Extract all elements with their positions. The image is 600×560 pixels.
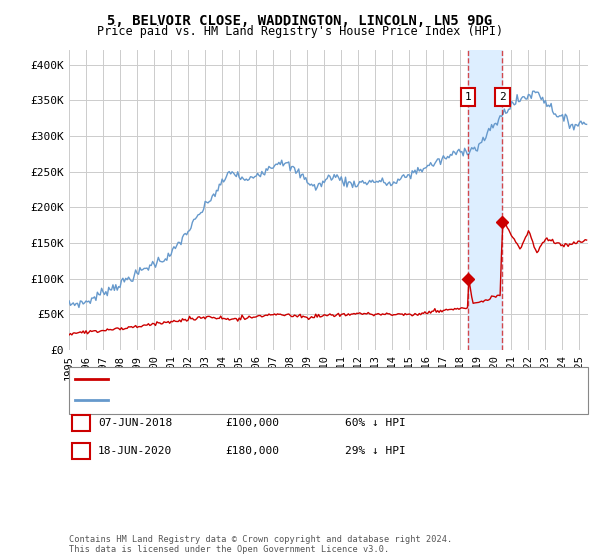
Text: Price paid vs. HM Land Registry's House Price Index (HPI): Price paid vs. HM Land Registry's House … bbox=[97, 25, 503, 38]
Text: £180,000: £180,000 bbox=[225, 446, 279, 456]
Text: 1: 1 bbox=[464, 92, 471, 102]
Text: 60% ↓ HPI: 60% ↓ HPI bbox=[345, 418, 406, 428]
Text: 2: 2 bbox=[499, 92, 506, 102]
Bar bbox=[468, 50, 502, 350]
Text: HPI: Average price, detached house, North Kesteven: HPI: Average price, detached house, Nort… bbox=[114, 395, 414, 405]
Text: Contains HM Land Registry data © Crown copyright and database right 2024.
This d: Contains HM Land Registry data © Crown c… bbox=[69, 535, 452, 554]
Text: 29% ↓ HPI: 29% ↓ HPI bbox=[345, 446, 406, 456]
Text: £100,000: £100,000 bbox=[225, 418, 279, 428]
Text: 5, BELVOIR CLOSE, WADDINGTON, LINCOLN, LN5 9DG (detached house): 5, BELVOIR CLOSE, WADDINGTON, LINCOLN, L… bbox=[114, 374, 492, 384]
Text: 1: 1 bbox=[77, 416, 85, 430]
Text: 18-JUN-2020: 18-JUN-2020 bbox=[98, 446, 172, 456]
Text: 5, BELVOIR CLOSE, WADDINGTON, LINCOLN, LN5 9DG: 5, BELVOIR CLOSE, WADDINGTON, LINCOLN, L… bbox=[107, 14, 493, 28]
Text: 07-JUN-2018: 07-JUN-2018 bbox=[98, 418, 172, 428]
Text: 2: 2 bbox=[77, 444, 85, 458]
